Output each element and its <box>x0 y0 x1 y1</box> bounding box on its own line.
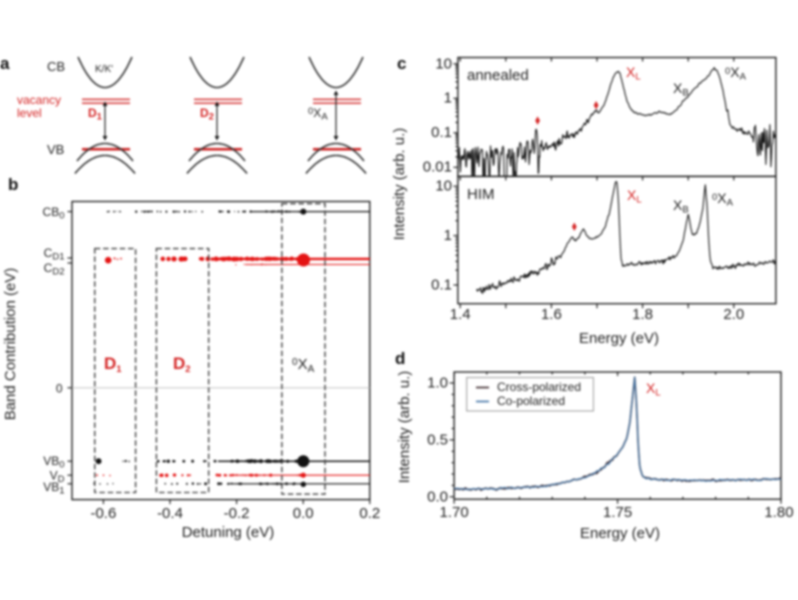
svg-text:VB: VB <box>47 142 64 157</box>
svg-text:c: c <box>397 54 406 73</box>
svg-text:vacancy: vacancy <box>17 93 61 107</box>
svg-text:0.0: 0.0 <box>427 489 448 506</box>
svg-text:0: 0 <box>56 382 63 396</box>
svg-text:1.80: 1.80 <box>764 504 793 521</box>
svg-text:1.75: 1.75 <box>603 504 632 521</box>
svg-text:0XA: 0XA <box>292 356 315 375</box>
svg-text:Co-polarized: Co-polarized <box>497 394 565 408</box>
svg-text:VB1: VB1 <box>43 480 64 497</box>
svg-text:1.6: 1.6 <box>541 306 562 323</box>
svg-text:0.01: 0.01 <box>423 159 452 176</box>
svg-text:VB0: VB0 <box>43 454 64 471</box>
svg-text:-0.6: -0.6 <box>90 505 116 522</box>
svg-text:Intensity (arb. u.): Intensity (arb. u.) <box>396 371 413 484</box>
svg-text:0.1: 0.1 <box>431 124 452 141</box>
svg-text:Detuning (eV): Detuning (eV) <box>182 524 275 541</box>
svg-text:HIM: HIM <box>467 186 495 203</box>
svg-text:0.2: 0.2 <box>359 505 380 522</box>
svg-text:Intensity (arb. u.): Intensity (arb. u.) <box>391 128 408 241</box>
svg-text:1.4: 1.4 <box>450 306 471 323</box>
svg-text:1.0: 1.0 <box>427 375 448 392</box>
svg-text:10: 10 <box>435 55 452 72</box>
svg-text:Cross-polarized: Cross-polarized <box>497 380 581 394</box>
svg-text:1.70: 1.70 <box>439 504 468 521</box>
svg-text:Energy (eV): Energy (eV) <box>579 330 659 347</box>
svg-text:0XA: 0XA <box>308 106 328 123</box>
svg-text:1: 1 <box>444 227 452 244</box>
svg-text:annealed: annealed <box>467 67 529 84</box>
svg-text:CB0: CB0 <box>43 205 65 222</box>
svg-text:level: level <box>17 106 42 120</box>
svg-text:a: a <box>0 54 10 73</box>
svg-text:0.5: 0.5 <box>427 431 448 448</box>
svg-text:-0.4: -0.4 <box>157 505 183 522</box>
svg-text:1: 1 <box>444 90 452 107</box>
svg-text:2.0: 2.0 <box>723 306 744 323</box>
svg-text:10: 10 <box>435 178 452 195</box>
svg-text:Band Contribution (eV): Band Contribution (eV) <box>2 268 19 421</box>
svg-text:b: b <box>8 175 18 194</box>
svg-text:0.0: 0.0 <box>293 505 314 522</box>
svg-text:-0.2: -0.2 <box>224 505 250 522</box>
svg-text:CB: CB <box>47 59 65 74</box>
svg-text:K/K': K/K' <box>95 64 113 75</box>
svg-text:0XA: 0XA <box>712 190 734 209</box>
svg-text:d: d <box>395 349 405 368</box>
svg-text:0XA: 0XA <box>725 64 747 83</box>
svg-text:0.1: 0.1 <box>431 277 452 294</box>
svg-text:1.8: 1.8 <box>632 306 653 323</box>
svg-text:Energy (eV): Energy (eV) <box>580 525 660 542</box>
